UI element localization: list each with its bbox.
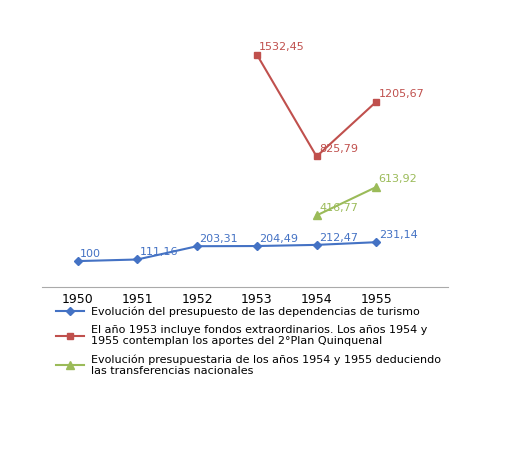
Text: 416,77: 416,77	[319, 202, 358, 213]
Text: 613,92: 613,92	[379, 174, 417, 184]
Text: 1532,45: 1532,45	[259, 42, 305, 52]
Text: 111,16: 111,16	[140, 247, 178, 257]
Text: 231,14: 231,14	[379, 230, 417, 240]
Text: 1205,67: 1205,67	[379, 89, 425, 99]
Text: 203,31: 203,31	[200, 234, 238, 244]
Legend: Evolución del presupuesto de las dependencias de turismo, El año 1953 incluye fo: Evolución del presupuesto de las depende…	[56, 307, 441, 376]
Text: 825,79: 825,79	[319, 144, 358, 154]
Text: 204,49: 204,49	[259, 234, 298, 244]
Text: 212,47: 212,47	[319, 233, 358, 243]
Text: 100: 100	[80, 249, 101, 259]
